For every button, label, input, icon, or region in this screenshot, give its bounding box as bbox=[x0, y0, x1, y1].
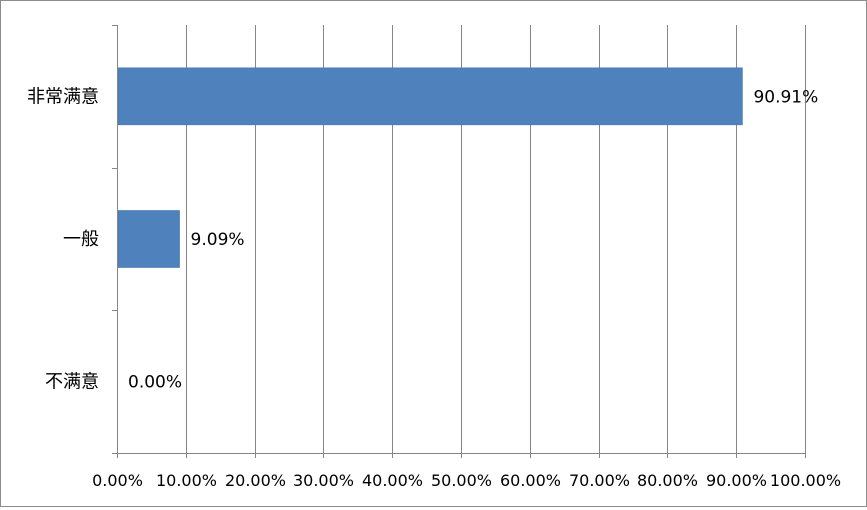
x-tick-label: 50.00% bbox=[431, 471, 492, 490]
data-label: 9.09% bbox=[191, 230, 245, 250]
x-tick-label: 40.00% bbox=[362, 471, 423, 490]
x-tick-label: 100.00% bbox=[770, 471, 841, 490]
bars bbox=[117, 67, 743, 268]
x-tick-label: 80.00% bbox=[637, 471, 698, 490]
category-label: 一般 bbox=[63, 229, 99, 250]
bar bbox=[117, 210, 180, 268]
labels: 0.00% 10.00% 20.00% 30.00% 40.00% 50.00% 60.00… bbox=[27, 86, 841, 490]
axes bbox=[112, 25, 806, 458]
category-label: 非常满意 bbox=[27, 86, 99, 107]
x-tick-label: 30.00% bbox=[293, 471, 354, 490]
x-tick-label: 20.00% bbox=[225, 471, 286, 490]
x-tick-label: 0.00% bbox=[92, 471, 143, 490]
x-tick-label: 70.00% bbox=[569, 471, 630, 490]
data-label: 0.00% bbox=[128, 373, 182, 393]
x-tick-label: 90.00% bbox=[706, 471, 767, 490]
x-tick-label: 60.00% bbox=[500, 471, 561, 490]
bar bbox=[117, 67, 743, 126]
x-tick-label: 10.00% bbox=[156, 471, 217, 490]
category-label: 不满意 bbox=[45, 372, 99, 393]
data-label: 90.91% bbox=[753, 87, 818, 107]
